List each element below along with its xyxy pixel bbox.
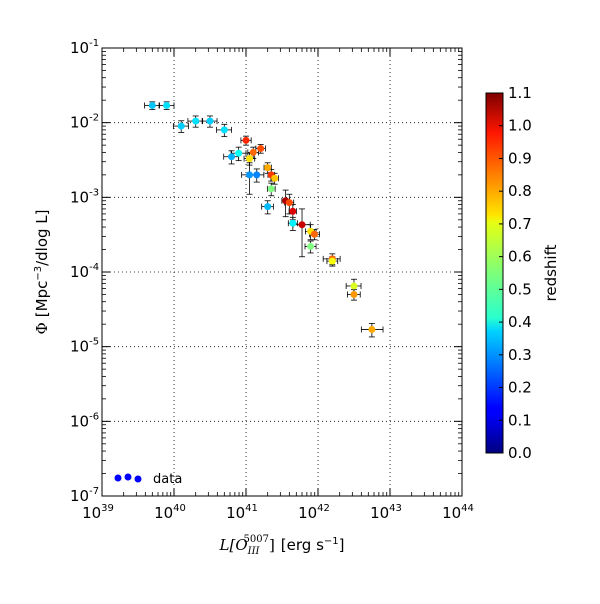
data-point (177, 122, 185, 130)
y-tick-label: 10-4 (70, 262, 99, 281)
axis-ticks (101, 47, 463, 497)
x-tick-label: 1043 (370, 503, 402, 522)
y-tick-label: 10-5 (70, 337, 99, 356)
y-axis-title: Φ [Mpc−3/dlog L] (33, 209, 51, 334)
x-tick-label: 1039 (82, 503, 114, 522)
data-point (298, 221, 306, 229)
colorbar: 0.0 0.1 0.2 0.3 0.4 0.5 0.6 0.7 0.8 0.9 1.0 1.1 red… (485, 84, 560, 462)
data-point (264, 164, 272, 172)
colorbar-tick-label: 0.6 (508, 248, 532, 266)
y-axis-symbol: Φ (33, 322, 51, 334)
data-point (246, 171, 254, 179)
colorbar-tick-label: 1.0 (508, 117, 532, 135)
colorbar-tick-label: 1.1 (508, 84, 532, 102)
x-tick-label: 1042 (298, 503, 330, 522)
legend-marker (124, 473, 132, 481)
error-bars (144, 101, 384, 338)
data-point (350, 290, 358, 298)
y-tick-label: 10-7 (70, 486, 99, 505)
y-tick-labels: 10-7 10-6 10-5 10-4 10-3 10-2 10-1 (70, 38, 99, 505)
x-axis-bracket: ] (269, 536, 275, 554)
data-point (307, 242, 315, 250)
x-axis-units-close: ] (339, 536, 345, 554)
data-point (192, 117, 200, 125)
data-point (249, 148, 257, 156)
data-point (368, 325, 376, 333)
colorbar-tick-label: 0.1 (508, 411, 532, 429)
colorbar-tick-label: 0.3 (508, 346, 532, 364)
data-point (328, 257, 336, 265)
legend-marker (134, 475, 142, 483)
x-axis-title: L[OIII5007] [erg s−1] (219, 534, 345, 557)
x-axis-superscript: 5007 (243, 534, 268, 545)
colorbar-gradient (485, 92, 504, 454)
y-axis-units: [Mpc (33, 281, 51, 318)
colorbar-ticks: 0.0 0.1 0.2 0.3 0.4 0.5 0.6 0.7 0.8 0.9 1.0 1.1 (499, 84, 532, 462)
data-point (350, 282, 358, 290)
data-point (267, 185, 275, 193)
data-point (163, 101, 171, 109)
colorbar-tick-label: 0.5 (508, 280, 532, 298)
data-point (228, 153, 236, 161)
data-point (285, 199, 293, 207)
x-tick-label: 1040 (154, 503, 186, 522)
colorbar-tick-label: 0.9 (508, 149, 532, 167)
colorbar-tick-label: 0.0 (508, 444, 532, 462)
data-point (148, 101, 156, 109)
data-point (235, 149, 243, 157)
x-axis-subscript: III (247, 546, 261, 557)
legend-label: data (153, 472, 182, 487)
y-tick-label: 10-3 (70, 187, 99, 206)
legend-marker (114, 474, 122, 482)
colorbar-label: redshift (542, 244, 560, 301)
x-axis-units: [erg s (281, 536, 324, 554)
x-tick-label: 1044 (442, 503, 474, 522)
y-axis-units-close: /dlog L] (33, 209, 51, 265)
data-point (310, 230, 318, 238)
colorbar-tick-label: 0.2 (508, 379, 532, 397)
colorbar-tick-label: 0.4 (508, 313, 532, 331)
data-point (253, 171, 261, 179)
data-point (246, 155, 254, 163)
x-axis-units-exponent: −1 (324, 536, 339, 547)
data-points (148, 101, 376, 333)
x-axis-symbol: L[O (219, 536, 248, 554)
x-tick-label: 1041 (226, 503, 258, 522)
x-tick-labels: 1039 1040 1041 1042 1043 1044 (82, 503, 474, 522)
data-point (289, 207, 297, 215)
y-axis-units-exponent: −3 (33, 266, 44, 281)
data-point (242, 136, 250, 144)
data-point (271, 174, 279, 182)
legend: data (114, 472, 182, 487)
colorbar-tick-label: 0.7 (508, 215, 532, 233)
data-point (220, 126, 228, 134)
data-point (206, 117, 214, 125)
colorbar-tick-label: 0.8 (508, 182, 532, 200)
y-tick-label: 10-1 (70, 38, 99, 57)
data-point (257, 145, 265, 153)
data-point (264, 203, 272, 211)
y-tick-label: 10-6 (70, 411, 99, 430)
data-point (289, 219, 297, 227)
y-tick-label: 10-2 (70, 113, 99, 132)
grid-lines (102, 48, 462, 496)
